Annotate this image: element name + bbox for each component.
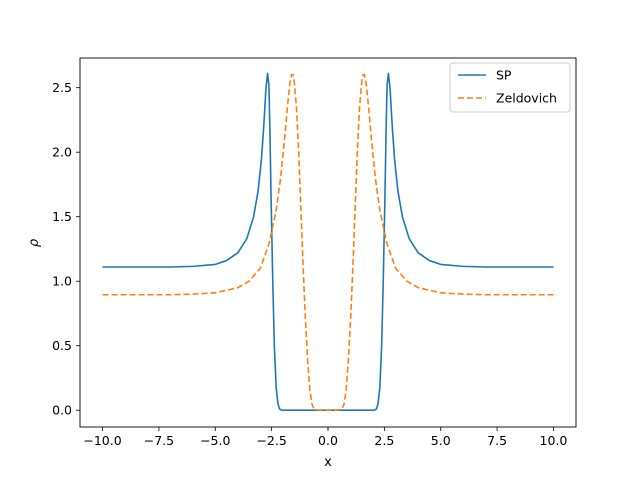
x-tick-label: 2.5 xyxy=(374,433,394,448)
x-tick-label: −2.5 xyxy=(256,433,286,448)
y-tick-label: 0.5 xyxy=(52,338,72,353)
plot-lines xyxy=(102,72,554,412)
x-tick-label: −5.0 xyxy=(200,433,230,448)
series-line-zeldovich xyxy=(102,73,554,412)
x-tick-label: −7.5 xyxy=(144,433,174,448)
y-tick-label: 2.0 xyxy=(52,145,72,160)
y-axis-label: ρ xyxy=(27,238,42,247)
x-tick-label: 10.0 xyxy=(540,433,568,448)
x-axis-label: x xyxy=(324,455,332,470)
x-tick-label: 7.5 xyxy=(487,433,507,448)
legend: SP Zeldovich xyxy=(449,62,571,113)
x-axis-ticks: −10.0 −7.5 −5.0 −2.5 0.0 2.5 5.0 7.5 10.0 xyxy=(83,427,567,448)
x-tick-label: 5.0 xyxy=(431,433,451,448)
y-tick-label: 2.5 xyxy=(52,80,72,95)
y-tick-label: 1.5 xyxy=(52,209,72,224)
y-axis-ticks: 0.0 0.5 1.0 1.5 2.0 2.5 xyxy=(52,80,80,418)
x-tick-label: 0.0 xyxy=(318,433,338,448)
x-tick-label: −10.0 xyxy=(83,433,121,448)
y-tick-label: 1.0 xyxy=(52,274,72,289)
legend-label-sp: SP xyxy=(496,68,512,83)
legend-label-zeldovich: Zeldovich xyxy=(496,91,557,106)
y-tick-label: 0.0 xyxy=(52,403,72,418)
